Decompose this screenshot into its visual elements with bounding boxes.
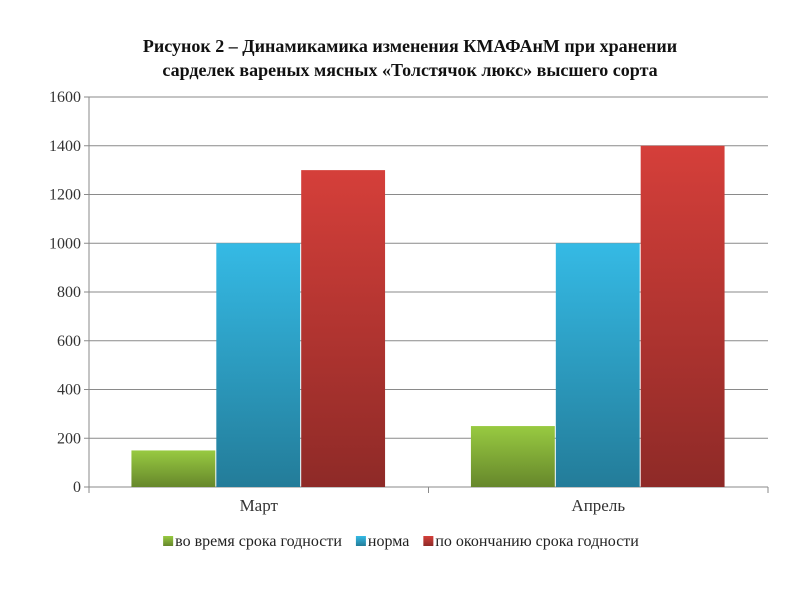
legend-item: норма	[355, 533, 409, 550]
y-tick-label: 1600	[49, 89, 81, 106]
legend: во время срока годности норма по окончанию…	[163, 533, 639, 550]
bars	[131, 145, 725, 487]
legend-label: во время срока годности	[175, 533, 342, 550]
y-tick-label: 400	[57, 382, 81, 399]
y-tick-label: 600	[57, 333, 81, 350]
y-axis-tick-labels: 0 200 400 600 800 1000 1200 1400 1600	[49, 89, 81, 496]
bar	[640, 145, 725, 487]
y-tick-label: 0	[73, 479, 81, 496]
y-tick-label: 200	[57, 430, 81, 447]
y-tick-label: 1400	[49, 138, 81, 155]
bar	[555, 243, 640, 487]
bar	[301, 170, 386, 487]
x-category-label: Март	[240, 496, 279, 515]
legend-item: по окончанию срока годности	[423, 533, 639, 550]
bar	[131, 450, 216, 487]
bar	[216, 243, 301, 487]
legend-swatch	[423, 536, 434, 546]
legend-label: норма	[368, 533, 409, 550]
gridlines	[89, 96, 768, 439]
chart-title-line-1: Рисунок 2 – Динамикамика изменения КМАФА…	[143, 36, 677, 56]
legend-swatch	[163, 536, 174, 546]
x-category-label: Апрель	[571, 496, 625, 515]
legend-swatch	[355, 536, 366, 546]
x-axis-category-labels: Март Апрель	[240, 496, 626, 515]
y-tick-label: 1000	[49, 235, 81, 252]
bar	[470, 426, 555, 487]
legend-label: по окончанию срока годности	[435, 533, 639, 550]
chart-title-line-2: сарделек вареных мясных «Толстячок люкс»…	[162, 60, 657, 80]
y-tick-label: 1200	[49, 187, 81, 204]
y-tick-label: 800	[57, 284, 81, 301]
legend-item: во время срока годности	[163, 533, 342, 550]
